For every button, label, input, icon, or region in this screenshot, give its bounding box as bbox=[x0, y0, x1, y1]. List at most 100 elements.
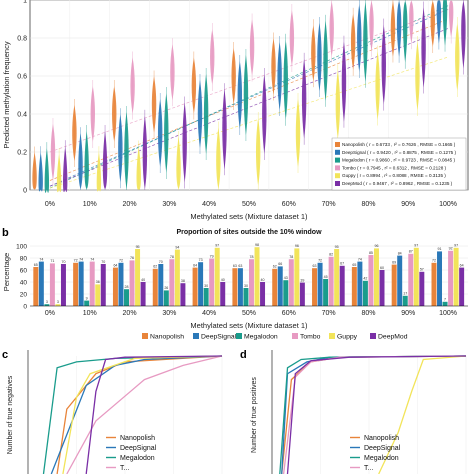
panel-b-bar-tombo bbox=[368, 255, 374, 306]
panel-b-data-label: 40 bbox=[141, 278, 145, 282]
panel-d-lines bbox=[279, 355, 467, 474]
panel-b-data-label: 67 bbox=[340, 262, 344, 266]
panel-b-bar-nanopolish bbox=[152, 268, 158, 306]
panel-b-bar-nanopolish bbox=[351, 267, 357, 306]
panel-c-lines bbox=[42, 355, 223, 474]
panel-b-bar-deepmod bbox=[299, 282, 305, 306]
panel-c-y-axis-label: Number of true negatives bbox=[7, 375, 14, 454]
panel-b-data-label: 43 bbox=[284, 276, 288, 280]
panel-b-data-label: 38 bbox=[181, 279, 185, 283]
panel-b-legend-swatch-deepsignal bbox=[193, 333, 199, 339]
panel-d-line-deepmod bbox=[286, 355, 467, 474]
panel-b-data-label: 91 bbox=[438, 247, 442, 251]
panel-b-bar-tombo bbox=[408, 253, 414, 306]
panel-b-bar-deepmod bbox=[100, 264, 106, 306]
panel-b-x-tick-label: 50% bbox=[242, 310, 256, 317]
panel-d-legend-entry-t: T... bbox=[364, 465, 373, 472]
panel-a-x-tick-label: 30% bbox=[162, 201, 176, 208]
panel-d-letter: d bbox=[240, 349, 247, 361]
panel-b-bar-guppy bbox=[294, 248, 300, 306]
panel-b-data-label: 74 bbox=[90, 257, 94, 261]
panel-a-y-tick-label: 0.6 bbox=[17, 74, 27, 81]
panel-c-line-nanopolish bbox=[56, 355, 223, 474]
panel-b-bar-guppy bbox=[214, 247, 220, 306]
panel-b-data-label: 78 bbox=[170, 255, 174, 259]
panel-b-bar-nanopolish bbox=[391, 264, 397, 306]
panel-b-bar-megalodon bbox=[283, 280, 289, 306]
panel-b-x-tick-label: 90% bbox=[401, 310, 415, 317]
panel-b-bar-guppy bbox=[453, 247, 459, 306]
panel-b-data-label: 40 bbox=[221, 278, 225, 282]
panel-b-bar-deepsignal bbox=[118, 262, 124, 306]
panel-a-legend-swatch-tombo bbox=[335, 165, 340, 171]
panel-b-data-label: 95 bbox=[136, 245, 140, 249]
panel-b-bar-tombo bbox=[448, 250, 454, 306]
panel-b-legend-swatch-tombo bbox=[292, 333, 298, 339]
panel-b-legend-swatch-deepmod bbox=[370, 333, 376, 339]
panel-b-x-tick-label: 100% bbox=[439, 310, 457, 317]
panel-b-y-tick-label: 80 bbox=[20, 256, 28, 263]
panel-b-data-label: 96 bbox=[295, 244, 299, 248]
panel-c-line-deepmod bbox=[85, 355, 223, 474]
panel-b-legend-swatch-megalodon bbox=[236, 333, 242, 339]
panel-b-bar-deepsignal bbox=[357, 261, 363, 306]
panel-a-trend-line-megalodon bbox=[49, 5, 449, 189]
panel-a-legend-swatch-deepsignal bbox=[335, 149, 340, 155]
panel-b-data-label: 64 bbox=[113, 263, 117, 267]
panel-b-bar-deepmod bbox=[180, 283, 186, 306]
panel-b-data-label: 63 bbox=[233, 264, 237, 268]
panel-b-x-tick-label: 0% bbox=[45, 310, 55, 317]
panel-b-legend: Nanopolish DeepSignal Megalodon Tombo Guppy D… bbox=[142, 333, 408, 341]
panel-b-data-label: 65 bbox=[34, 263, 38, 267]
panel-b-bar-deepsignal bbox=[397, 255, 403, 306]
panel-b-x-tick-label: 80% bbox=[361, 310, 375, 317]
panel-b-bar-deepsignal bbox=[437, 251, 443, 306]
panel-b-data-label: 65 bbox=[352, 263, 356, 267]
panel-a-legend-swatch-megalodon bbox=[335, 157, 340, 163]
panel-b-y-axis-label: Percentage bbox=[2, 253, 11, 291]
panel-b-data-label: 57 bbox=[420, 268, 424, 272]
panel-a-trend-line-nanopolish bbox=[49, 18, 449, 181]
panel-b-x-tick-label: 70% bbox=[322, 310, 336, 317]
panel-b-y-ticks: 0 20 40 60 80 100 bbox=[16, 244, 27, 311]
panel-b-data-label: 71 bbox=[50, 259, 54, 263]
panel-b-bar-deepsignal bbox=[158, 264, 164, 306]
panel-b-data-label: 74 bbox=[79, 257, 83, 261]
panel-d-legend-entry-megalodon: Megalodon bbox=[364, 455, 399, 462]
panel-d-plot-area bbox=[272, 350, 468, 474]
panel-b-bar-nanopolish bbox=[272, 268, 278, 306]
panel-b-bar-megalodon bbox=[442, 301, 448, 306]
panel-b-data-label: 45 bbox=[324, 275, 328, 279]
panel-a-x-tick-label: 50% bbox=[242, 201, 256, 208]
panel-d-line-guppy bbox=[378, 355, 467, 474]
panel-b-bar-deepsignal bbox=[38, 261, 44, 306]
panel-a-trend-line-tombo bbox=[49, 9, 449, 153]
panel-a-legend-entry-guppy: Guppy ( r = 0.8994 , r² = 0.8088 , RMSE … bbox=[342, 173, 446, 178]
panel-b-bar-tombo bbox=[49, 263, 55, 306]
panel-b-bar-deepmod bbox=[419, 271, 425, 306]
panel-b-data-label: 70 bbox=[101, 260, 105, 264]
panel-b-title: Proportion of sites outside the 10% wind… bbox=[176, 229, 322, 236]
panel-a-x-tick-label: 70% bbox=[322, 201, 336, 208]
panel-c-legend-entry-t: T... bbox=[120, 465, 129, 472]
panel-d-legend: Nanopolish DeepSignal Megalodon T... bbox=[350, 435, 401, 472]
panel-b-data-label: 73 bbox=[199, 258, 203, 262]
panel-b-bar-deepmod bbox=[60, 264, 66, 306]
panel-b-bar-guppy bbox=[55, 304, 61, 306]
panel-b-bar-chart: b Proportion of sites outside the 10% wi… bbox=[2, 227, 468, 341]
panel-b-data-label: 62 bbox=[273, 265, 277, 269]
panel-a-legend-swatch-deepmod bbox=[335, 181, 340, 186]
panel-b-legend-entry-deepsignal: DeepSignal bbox=[201, 334, 237, 341]
panel-b-data-label: 39 bbox=[300, 278, 304, 282]
panel-d-legend-entry-nanopolish: Nanopolish bbox=[364, 435, 399, 442]
panel-b-data-label: 87 bbox=[409, 250, 413, 254]
panel-a-legend-entry-megalodon: Megalodon ( r = 0.9860 , r² = 0.9723 , R… bbox=[342, 158, 455, 163]
panel-b-bar-guppy bbox=[95, 284, 101, 306]
panel-b-data-label: 66 bbox=[278, 262, 282, 266]
panel-b-bar-guppy bbox=[254, 247, 260, 306]
panel-b-bar-nanopolish bbox=[192, 267, 198, 306]
panel-b-data-label: 76 bbox=[130, 256, 134, 260]
panel-b-bar-deepsignal bbox=[317, 262, 323, 306]
panel-a-y-tick-label: 0 bbox=[23, 188, 27, 195]
